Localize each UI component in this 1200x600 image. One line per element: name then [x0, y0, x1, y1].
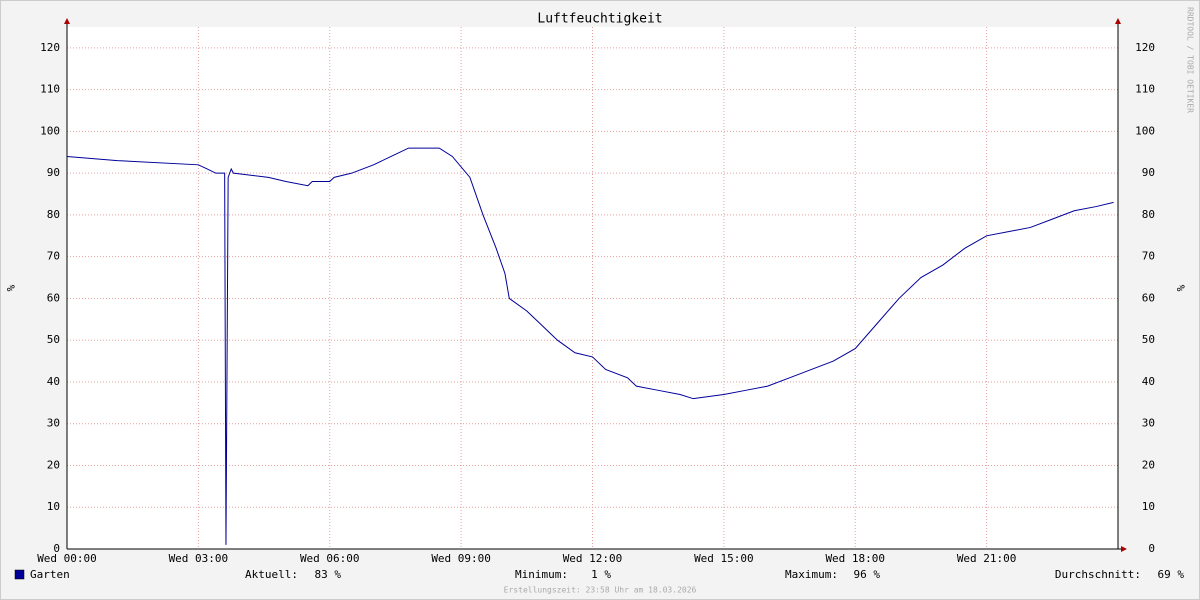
y-tick-label: 110 — [40, 83, 60, 96]
y2-tick-label: 10 — [1142, 500, 1155, 513]
y2-tick-label: 110 — [1135, 83, 1155, 96]
x-tick-label: Wed 15:00 — [694, 552, 754, 565]
y2-tick-label: 70 — [1142, 250, 1155, 263]
chart-title: Luftfeuchtigkeit — [537, 12, 662, 27]
arrow — [1121, 546, 1127, 552]
x-tick-label: Wed 09:00 — [431, 552, 491, 565]
stat-label: Maximum: — [785, 568, 838, 581]
y-tick-label: 10 — [47, 500, 60, 513]
line — [66, 147, 1114, 545]
arrow — [64, 18, 70, 24]
x-tick-label: Wed 12:00 — [563, 552, 623, 565]
y2-label: % — [1174, 285, 1187, 292]
arrow — [1115, 18, 1121, 24]
footer: Erstellungszeit: 23:58 Uhr am 18.03.2026 — [504, 586, 697, 595]
y2-tick-label: 120 — [1135, 41, 1155, 54]
x-tick-label: Wed 06:00 — [300, 552, 360, 565]
y-tick-label: 120 — [40, 41, 60, 54]
y2-tick-label: 60 — [1142, 291, 1155, 304]
stat-value: 69 % — [1158, 568, 1185, 581]
y-tick-label: 50 — [47, 333, 60, 346]
y-tick-label: 100 — [40, 124, 60, 137]
y-tick-label: 70 — [47, 250, 60, 263]
stat-value: 1 % — [591, 568, 611, 581]
stat-value: 96 % — [854, 568, 881, 581]
legend-label: Garten — [30, 568, 70, 581]
y-tick-label: 80 — [47, 208, 60, 221]
stat-label: Minimum: — [515, 568, 568, 581]
x-tick-label: Wed 00:00 — [37, 552, 97, 565]
y-tick-label: 40 — [47, 375, 60, 388]
y2-tick-label: 40 — [1142, 375, 1155, 388]
y2-tick-label: 100 — [1135, 124, 1155, 137]
y2-tick-label: 0 — [1148, 542, 1155, 555]
x-tick-label: Wed 21:00 — [957, 552, 1017, 565]
y-tick-label: 0 — [53, 542, 60, 555]
y2-tick-label: 30 — [1142, 417, 1155, 430]
watermark: RRDTOOL / TOBI OETIKER — [1186, 7, 1195, 113]
y2-tick-label: 90 — [1142, 166, 1155, 179]
legend-swatch — [14, 569, 25, 580]
x-tick-label: Wed 18:00 — [825, 552, 885, 565]
y-tick-label: 30 — [47, 417, 60, 430]
y2-tick-label: 50 — [1142, 333, 1155, 346]
y2-tick-label: 20 — [1142, 458, 1155, 471]
x-tick-label: Wed 03:00 — [169, 552, 229, 565]
y-tick-label: 20 — [47, 458, 60, 471]
stat-label: Aktuell: — [245, 568, 298, 581]
y-label: % — [4, 285, 17, 292]
y-tick-label: 60 — [47, 291, 60, 304]
y2-tick-label: 80 — [1142, 208, 1155, 221]
stat-value: 83 % — [315, 568, 342, 581]
stat-label: Durchschnitt: — [1055, 568, 1141, 581]
y-tick-label: 90 — [47, 166, 60, 179]
